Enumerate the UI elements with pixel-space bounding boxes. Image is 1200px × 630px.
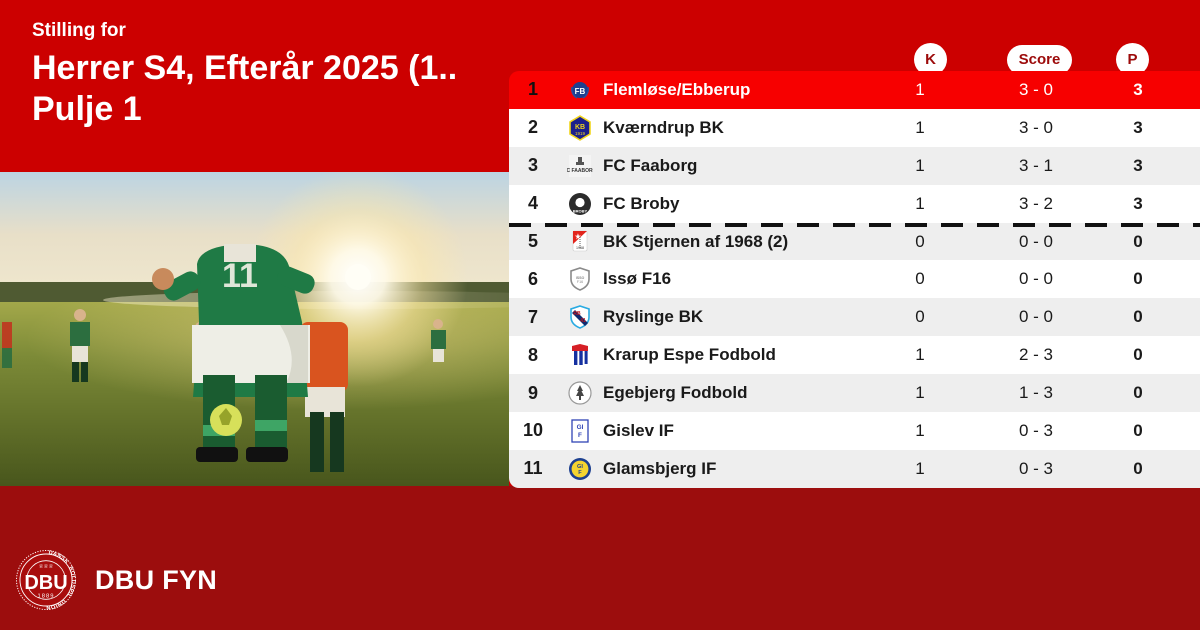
svg-text:1919: 1919 [575, 131, 586, 136]
svg-text:1889: 1889 [38, 594, 55, 600]
svg-text:FB: FB [575, 87, 586, 96]
svg-text:FC FAABORG: FC FAABORG [567, 168, 593, 174]
svg-text:F: F [578, 432, 582, 439]
svg-text:F16: F16 [577, 280, 583, 284]
svg-text:RB: RB [573, 311, 581, 317]
svg-text:1968: 1968 [576, 246, 584, 250]
svg-text:KB: KB [575, 124, 585, 131]
svg-text:♕♕♕: ♕♕♕ [39, 563, 54, 570]
svg-text:F: F [578, 470, 582, 476]
svg-text:11: 11 [222, 257, 258, 295]
svg-text:GI: GI [577, 424, 584, 431]
svg-text:BROBY: BROBY [573, 208, 588, 213]
svg-text:DBU: DBU [24, 572, 67, 594]
svg-text:41: 41 [580, 318, 586, 324]
